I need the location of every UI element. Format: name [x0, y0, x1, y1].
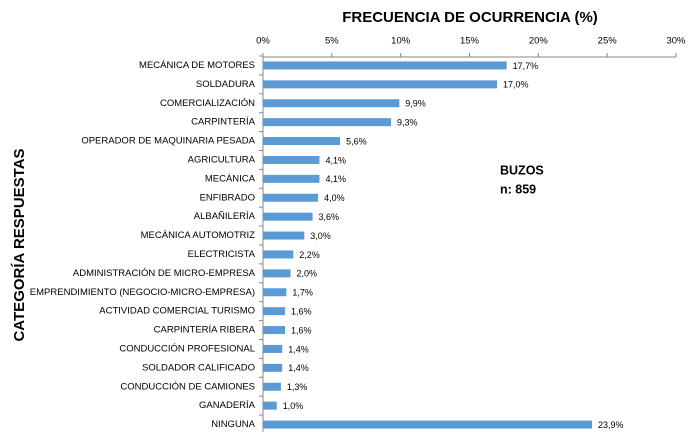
y-tick-label: CARPINTERÍA RIBERA	[154, 325, 256, 336]
y-tick-label: MECÁNICA DE MOTORES	[139, 60, 255, 71]
y-tick-label: ALBAÑILERÍA	[194, 211, 256, 222]
y-tick-label: ELECTRICISTA	[188, 249, 256, 260]
bar	[263, 344, 283, 353]
value-label: 1,4%	[288, 363, 309, 373]
bar	[263, 326, 286, 335]
value-label: 1,6%	[291, 307, 312, 317]
x-tick-label: 0%	[256, 36, 270, 47]
bar	[263, 99, 400, 108]
y-tick-label: ENFIBRADO	[200, 192, 255, 203]
x-tick-label: 5%	[325, 36, 339, 47]
value-label: 2,0%	[297, 269, 318, 279]
chart-title: FRECUENCIA DE OCURRENCIA (%)	[342, 9, 598, 26]
value-label: 1,4%	[288, 344, 309, 354]
bar	[263, 193, 319, 202]
y-tick-label: MECÁNICA AUTOMOTRIZ	[141, 230, 256, 241]
bar	[263, 118, 392, 127]
bar	[263, 250, 294, 259]
y-tick-label: CONDUCCIÓN DE CAMIONES	[120, 381, 255, 392]
bar	[263, 61, 507, 70]
value-label: 1,7%	[292, 288, 313, 298]
y-tick-label: SOLDADURA	[196, 79, 256, 90]
x-tick-label: 20%	[529, 36, 549, 47]
bar	[263, 231, 305, 240]
bar	[263, 363, 283, 372]
y-tick-label: EMPRENDIMIENTO (NEGOCIO-MICRO-EMPRESA)	[30, 287, 255, 298]
annotation: BUZOS	[500, 163, 544, 177]
y-tick-label: GANADERÍA	[199, 400, 256, 411]
y-tick-label: COMERCIALIZACIÓN	[160, 98, 255, 109]
bar	[263, 307, 286, 316]
y-axis-label: CATEGORÍA RESPUESTAS	[11, 148, 28, 341]
y-tick-label: MECÁNICA	[205, 173, 256, 184]
y-tick-label: SOLDADOR CALIFICADO	[142, 362, 255, 373]
bar	[263, 137, 341, 146]
y-tick-label: NINGUNA	[211, 419, 255, 430]
bar	[263, 212, 313, 221]
y-tick-label: ACTIVIDAD COMERCIAL TURISMO	[99, 306, 255, 317]
value-label: 3,6%	[319, 212, 340, 222]
value-label: 4,1%	[325, 174, 346, 184]
value-label: 1,0%	[283, 401, 304, 411]
value-label: 4,0%	[324, 193, 345, 203]
value-label: 1,3%	[287, 382, 308, 392]
value-label: 17,7%	[513, 61, 539, 71]
bar	[263, 269, 291, 278]
bar	[263, 174, 320, 183]
value-label: 2,2%	[299, 250, 320, 260]
x-tick-label: 10%	[391, 36, 411, 47]
value-label: 4,1%	[325, 155, 346, 165]
y-tick-label: OPERADOR DE MAQUINARIA PESADA	[81, 136, 255, 147]
bar	[263, 382, 281, 391]
bar	[263, 155, 320, 164]
bar	[263, 401, 277, 410]
bar	[263, 80, 498, 89]
y-tick-label: CONDUCCIÓN PROFESIONAL	[119, 343, 255, 354]
y-tick-label: AGRICULTURA	[188, 154, 256, 165]
x-tick-label: 25%	[598, 36, 618, 47]
value-label: 1,6%	[291, 325, 312, 335]
x-tick-label: 15%	[460, 36, 480, 47]
y-tick-label: ADMINISTRACIÓN DE MICRO-EMPRESA	[73, 268, 256, 279]
value-label: 23,9%	[598, 420, 624, 430]
value-label: 17,0%	[503, 80, 529, 90]
y-tick-label: CARPINTERÍA	[191, 117, 256, 128]
annotation: n: 859	[500, 182, 536, 196]
value-label: 5,6%	[346, 136, 367, 146]
value-label: 3,0%	[310, 231, 331, 241]
value-label: 9,9%	[405, 99, 426, 109]
bar	[263, 420, 593, 429]
x-tick-label: 30%	[666, 36, 686, 47]
value-label: 9,3%	[397, 118, 418, 128]
bar	[263, 288, 287, 297]
